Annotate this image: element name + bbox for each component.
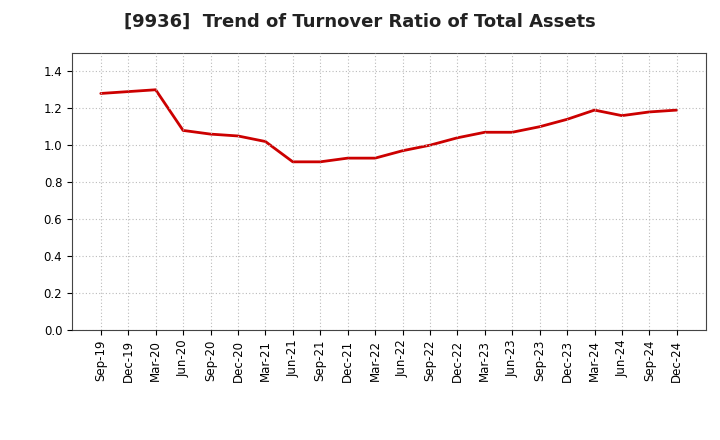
Text: [9936]  Trend of Turnover Ratio of Total Assets: [9936] Trend of Turnover Ratio of Total … [124, 13, 596, 31]
